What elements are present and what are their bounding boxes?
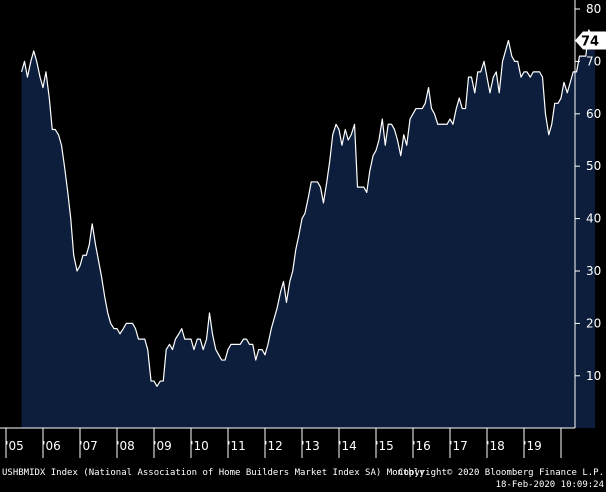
plot-area — [20, 29, 596, 429]
x-tick-label: '18 — [486, 439, 505, 453]
x-tick-label: '06 — [42, 439, 61, 453]
y-tick-label: 70 — [586, 54, 601, 68]
last-value-box — [575, 31, 606, 50]
x-tick-label: '16 — [412, 439, 431, 453]
last-value-label: 74 — [581, 34, 599, 49]
x-axis: '05 '06 '07 '08 '09 '10 '11 '12 '13 '14 '15 '16 '17 '… — [0, 427, 575, 458]
y-tick-label: 20 — [586, 316, 601, 330]
series-line — [20, 29, 596, 387]
y-tick-label: 10 — [586, 369, 601, 383]
series-area-fill — [21, 29, 596, 429]
x-tick-label: '15 — [375, 439, 394, 453]
y-tick-label: 40 — [586, 212, 601, 226]
x-tick-label: '08 — [116, 439, 135, 453]
y-tick-label: 50 — [586, 159, 601, 173]
footer-copyright: Copyright© 2020 Bloomberg Finance L.P. — [398, 468, 604, 478]
x-tick-label: '10 — [190, 439, 209, 453]
last-value-tag: 74 — [575, 31, 606, 50]
y-tick-label: 30 — [586, 264, 601, 278]
footer-timestamp: 18-Feb-2020 10:09:24 — [496, 480, 604, 490]
x-tick-label: '09 — [153, 439, 172, 453]
x-tick-label: '19 — [523, 439, 542, 453]
x-tick-label: '05 — [5, 439, 24, 453]
x-tick-label: '17 — [449, 439, 468, 453]
footer-source: USHBMIDX Index (National Association of … — [2, 468, 425, 478]
x-tick-label: '12 — [264, 439, 283, 453]
y-tick-label: 60 — [586, 107, 601, 121]
x-tick-label: '13 — [301, 439, 320, 453]
footer: USHBMIDX Index (National Association of … — [2, 468, 604, 490]
x-tick-label: '11 — [227, 439, 246, 453]
y-axis: 10 20 30 40 50 60 70 80 — [574, 0, 601, 428]
x-tick-label: '14 — [338, 439, 357, 453]
x-tick-label: '07 — [79, 439, 98, 453]
y-tick-label: 80 — [586, 2, 601, 16]
